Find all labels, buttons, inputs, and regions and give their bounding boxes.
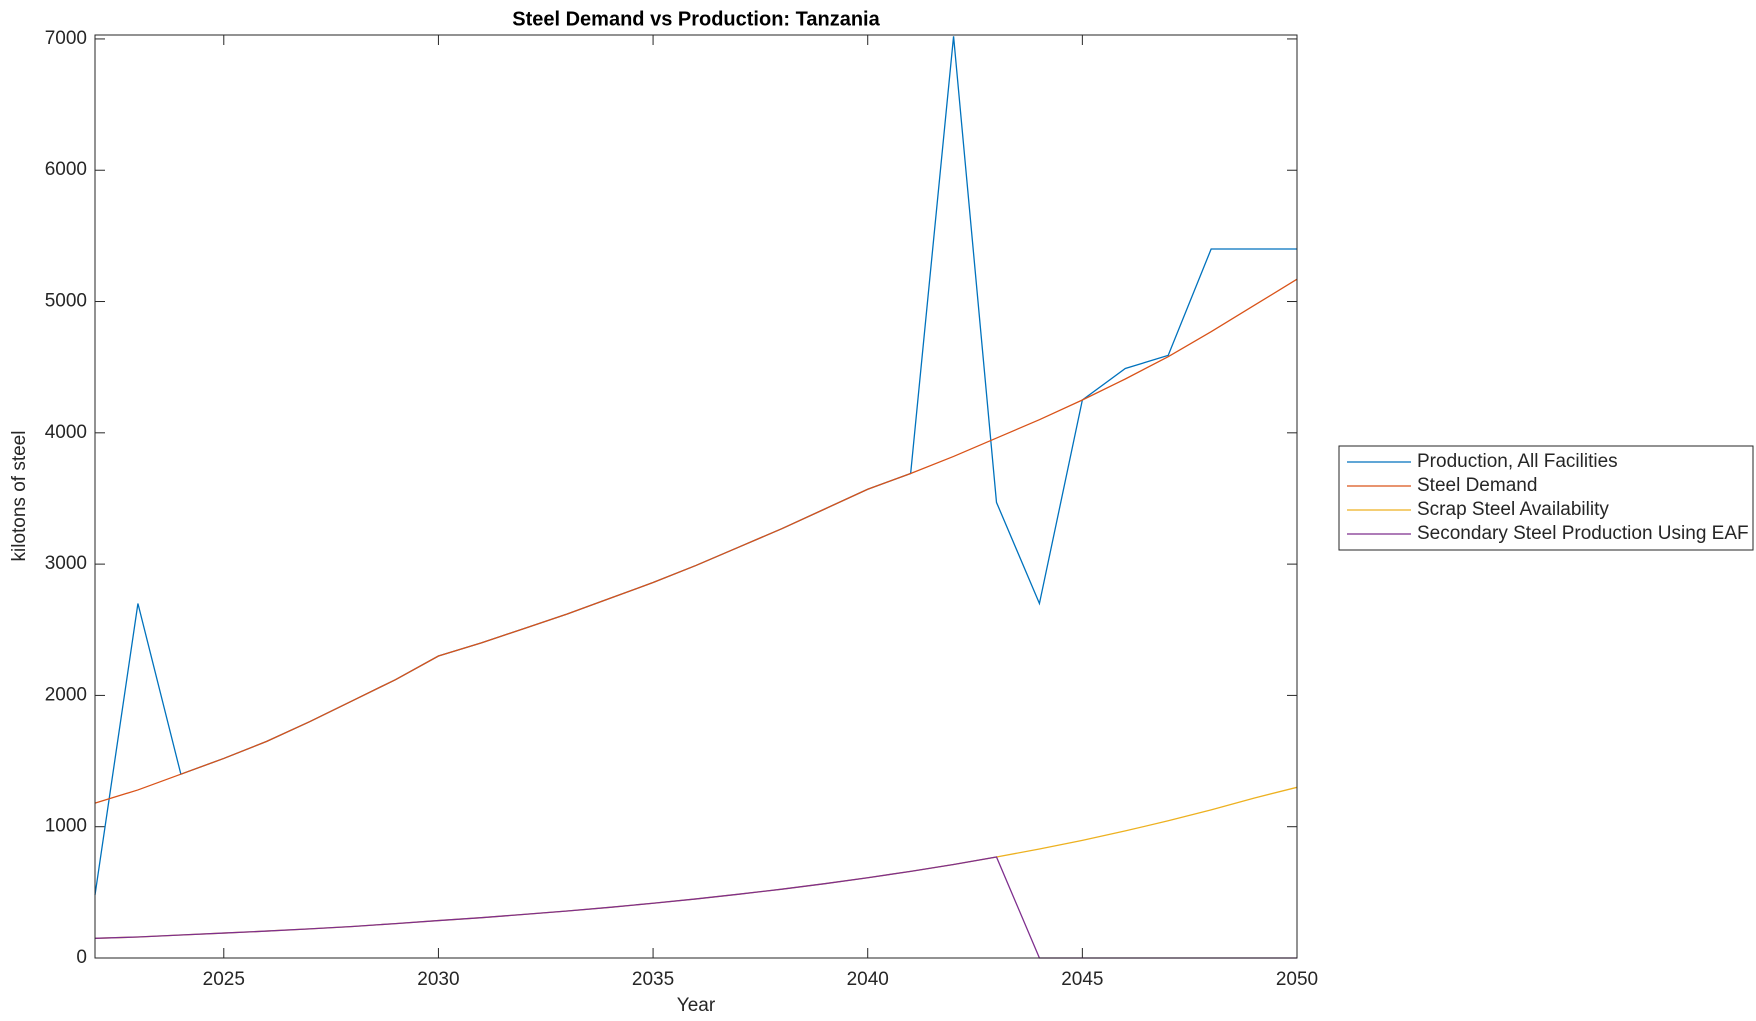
y-tick-label: 1000 bbox=[45, 816, 87, 837]
x-tick-label: 2035 bbox=[632, 969, 674, 990]
x-tick-label: 2030 bbox=[417, 969, 459, 990]
x-tick-label: 2050 bbox=[1276, 969, 1318, 990]
y-tick-label: 6000 bbox=[45, 159, 87, 180]
y-tick-label: 0 bbox=[76, 947, 87, 968]
y-axis-label: kilotons of steel bbox=[9, 431, 30, 562]
y-tick-label: 5000 bbox=[45, 291, 87, 312]
legend-label: Production, All Facilities bbox=[1417, 451, 1618, 472]
y-tick-label: 7000 bbox=[45, 28, 87, 49]
x-tick-label: 2025 bbox=[203, 969, 245, 990]
y-tick-label: 3000 bbox=[45, 553, 87, 574]
x-tick-label: 2040 bbox=[847, 969, 889, 990]
x-axis-label: Year bbox=[677, 995, 716, 1016]
legend-label: Secondary Steel Production Using EAF bbox=[1417, 523, 1749, 544]
x-tick-label: 2045 bbox=[1061, 969, 1103, 990]
y-tick-label: 4000 bbox=[45, 422, 87, 443]
legend-box bbox=[1338, 445, 1754, 551]
y-tick-label: 2000 bbox=[45, 684, 87, 705]
legend-label: Steel Demand bbox=[1417, 475, 1537, 496]
legend-label: Scrap Steel Availability bbox=[1417, 499, 1609, 520]
chart-title: Steel Demand vs Production: Tanzania bbox=[512, 8, 880, 30]
series-line bbox=[94, 278, 1298, 804]
plot-frame bbox=[94, 34, 1298, 959]
